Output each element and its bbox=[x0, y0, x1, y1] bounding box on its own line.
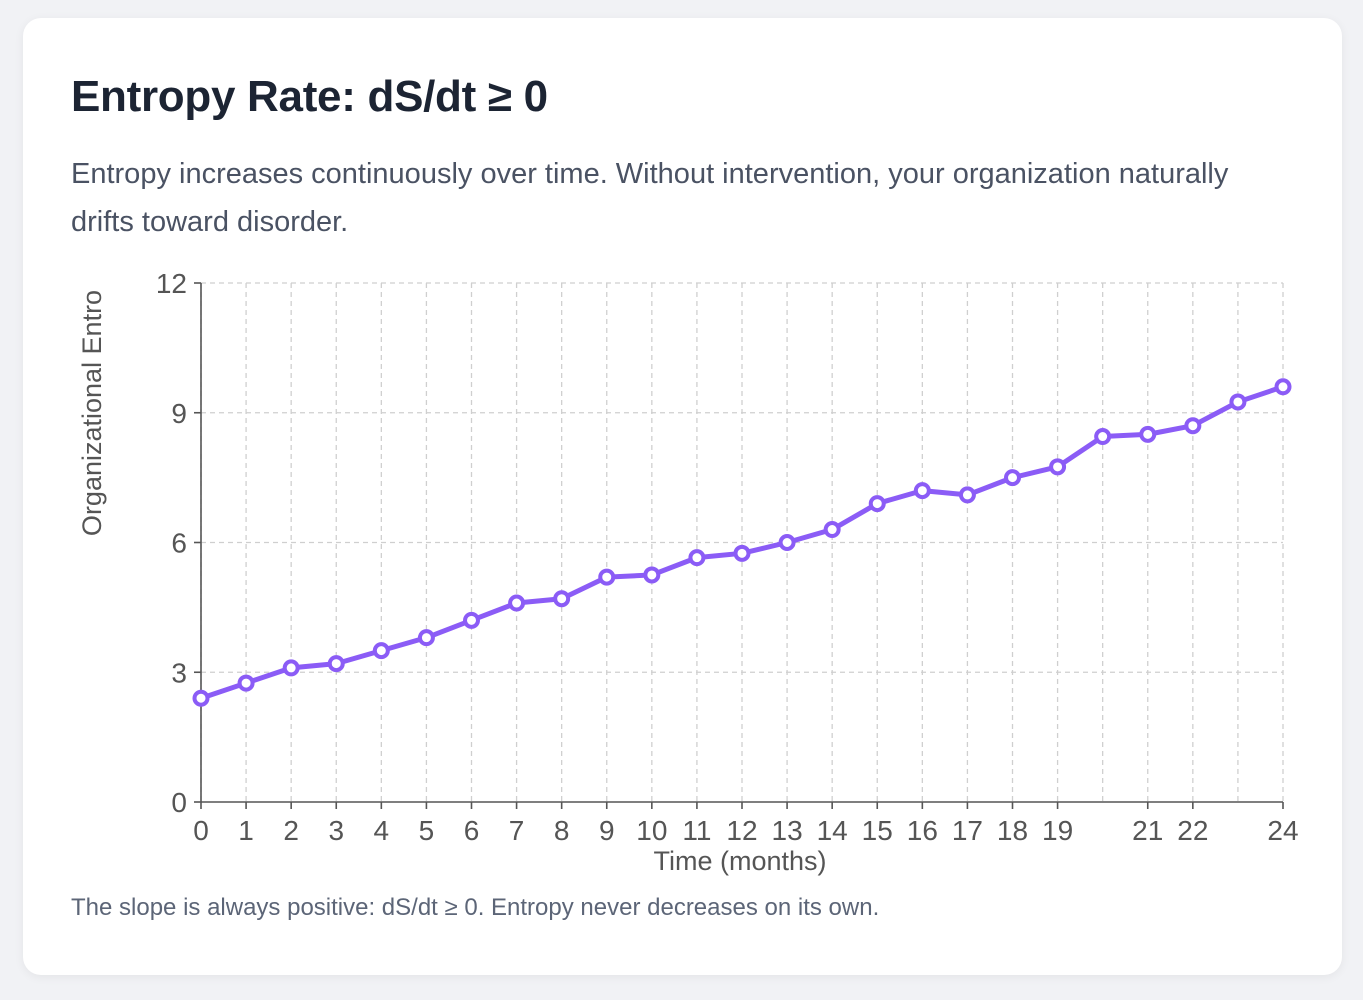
x-tick-label: 14 bbox=[817, 815, 848, 846]
x-tick-label: 7 bbox=[509, 815, 525, 846]
data-point bbox=[1274, 378, 1292, 396]
x-tick-label: 15 bbox=[862, 815, 893, 846]
y-tick-label: 0 bbox=[171, 787, 187, 818]
x-tick-label: 13 bbox=[772, 815, 803, 846]
chart-series bbox=[192, 378, 1292, 707]
x-tick-label: 3 bbox=[328, 815, 344, 846]
x-tick-label: 5 bbox=[419, 815, 435, 846]
x-tick-label: 0 bbox=[193, 815, 209, 846]
data-point bbox=[192, 689, 210, 707]
x-tick-label: 8 bbox=[554, 815, 570, 846]
data-point bbox=[688, 549, 706, 567]
data-point bbox=[598, 568, 616, 586]
x-tick-label: 16 bbox=[907, 815, 938, 846]
y-tick-label: 12 bbox=[156, 268, 187, 299]
data-point bbox=[1049, 458, 1067, 476]
data-point bbox=[417, 629, 435, 647]
data-point bbox=[913, 482, 931, 500]
x-tick-label: 6 bbox=[464, 815, 480, 846]
data-point bbox=[282, 659, 300, 677]
data-point bbox=[868, 495, 886, 513]
card-title: Entropy Rate: dS/dt ≥ 0 bbox=[71, 72, 548, 121]
x-tick-label: 21 bbox=[1132, 815, 1163, 846]
entropy-card: Entropy Rate: dS/dt ≥ 0 Entropy increase… bbox=[23, 18, 1342, 975]
chart-footnote: The slope is always positive: dS/dt ≥ 0.… bbox=[71, 894, 880, 921]
data-point bbox=[372, 642, 390, 660]
x-tick-label: 1 bbox=[238, 815, 254, 846]
card-description: Entropy increases continuously over time… bbox=[71, 158, 1229, 238]
data-point bbox=[643, 566, 661, 584]
data-point bbox=[1184, 417, 1202, 435]
data-point bbox=[1229, 393, 1247, 411]
data-point bbox=[733, 544, 751, 562]
data-point bbox=[463, 611, 480, 629]
y-tick-label: 9 bbox=[171, 398, 187, 429]
data-point bbox=[778, 534, 796, 551]
y-tick-label: 6 bbox=[171, 528, 187, 559]
data-point bbox=[958, 486, 976, 504]
x-tick-label: 9 bbox=[599, 815, 615, 846]
x-tick-label: 12 bbox=[726, 815, 757, 846]
data-point bbox=[1139, 425, 1157, 443]
x-tick-label: 19 bbox=[1042, 815, 1073, 846]
x-tick-label: 17 bbox=[952, 815, 983, 846]
data-point bbox=[553, 590, 571, 608]
x-tick-label: 24 bbox=[1267, 815, 1298, 846]
data-point bbox=[1004, 469, 1021, 487]
x-tick-label: 11 bbox=[682, 815, 711, 846]
x-tick-label: 22 bbox=[1177, 815, 1208, 846]
x-tick-label: 4 bbox=[374, 815, 390, 846]
data-point bbox=[508, 594, 526, 612]
data-point bbox=[823, 521, 841, 539]
data-point bbox=[1094, 428, 1112, 446]
data-point bbox=[237, 674, 255, 692]
data-point bbox=[327, 655, 345, 673]
x-axis-title: Time (months) bbox=[653, 846, 826, 876]
chart-grid bbox=[200, 282, 1284, 802]
y-tick-label: 3 bbox=[171, 657, 187, 688]
x-tick-label: 18 bbox=[997, 815, 1028, 846]
y-axis-title: Organizational Entro bbox=[77, 290, 107, 536]
x-tick-label: 10 bbox=[636, 815, 667, 846]
x-tick-label: 2 bbox=[283, 815, 299, 846]
